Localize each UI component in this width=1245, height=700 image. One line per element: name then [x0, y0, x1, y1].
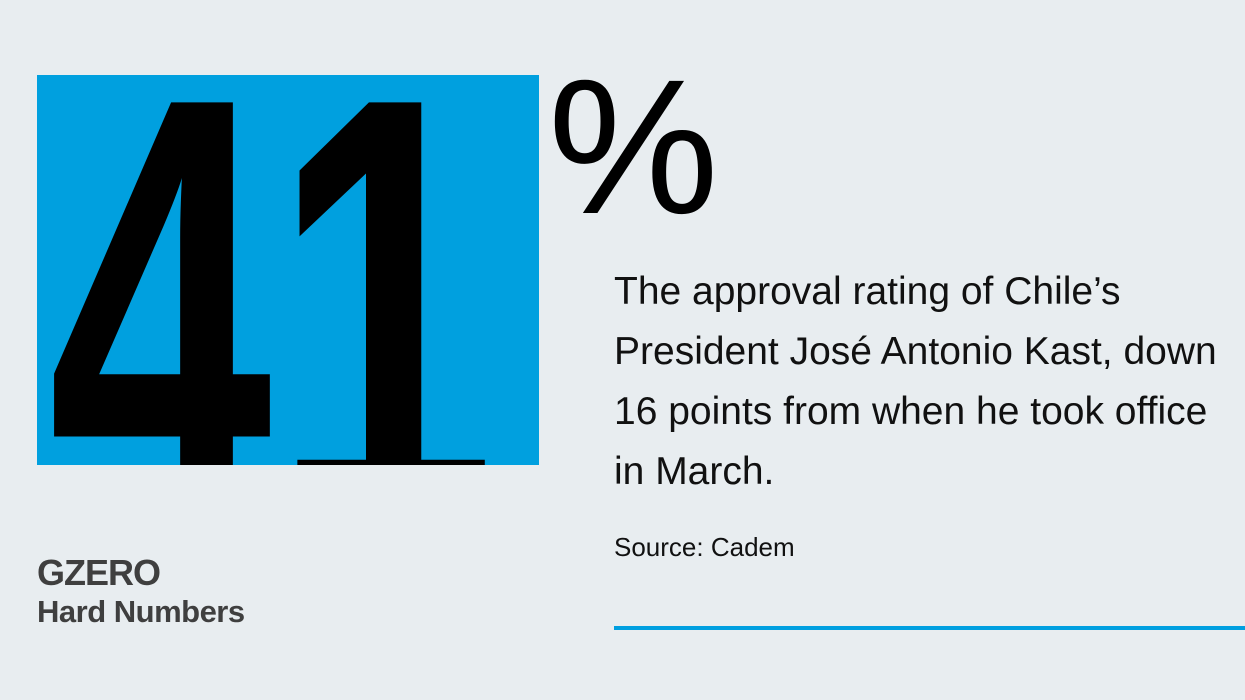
blue-panel	[37, 75, 539, 465]
percent-sign: %	[548, 39, 719, 254]
source: Source: Cadem	[614, 532, 795, 562]
divider	[614, 626, 1245, 630]
series-name: Hard Numbers	[37, 594, 245, 629]
big-number: 41	[48, 0, 496, 480]
brand-name: GZERO	[37, 552, 161, 593]
hero-figure: 41 %	[37, 0, 719, 480]
description: The approval rating of Chile’s President…	[614, 270, 1217, 493]
